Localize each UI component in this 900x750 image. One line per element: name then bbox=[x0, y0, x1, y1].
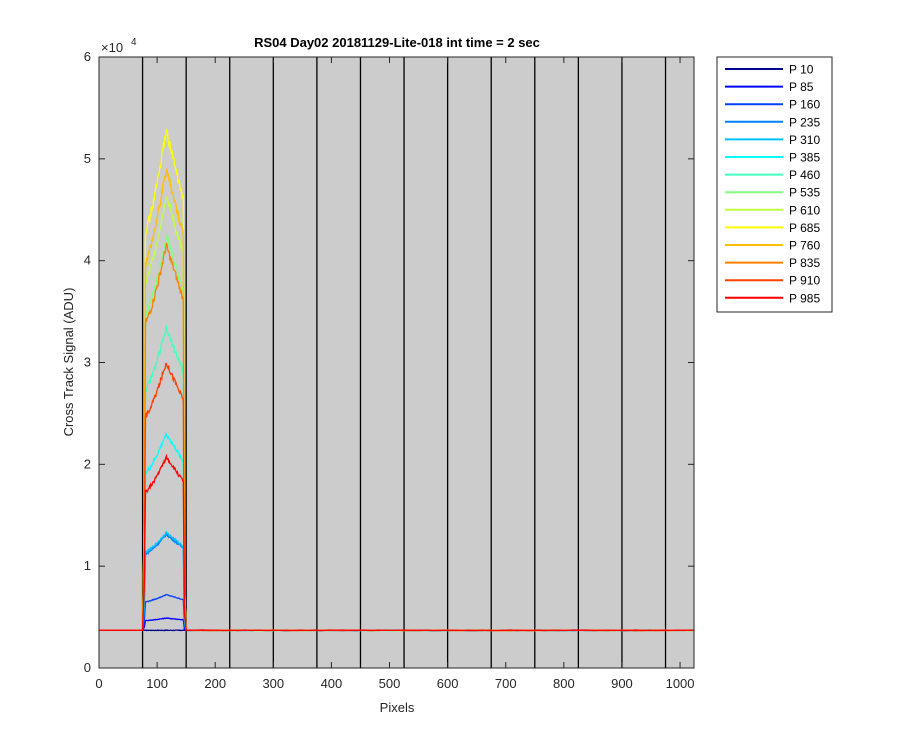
x-tick-label-7: 700 bbox=[495, 676, 517, 691]
legend-label-12: P 910 bbox=[789, 274, 820, 288]
x-tick-label-5: 500 bbox=[379, 676, 401, 691]
x-tick-label-4: 400 bbox=[321, 676, 343, 691]
legend-label-13: P 985 bbox=[789, 291, 820, 305]
y-tick-label-1: 1 bbox=[84, 558, 91, 573]
y-axis-ticks: 0 1 2 3 4 5 6 bbox=[84, 49, 694, 675]
x-tick-label-0: 0 bbox=[95, 676, 102, 691]
chart-title: RS04 Day02 20181129-Lite-018 int time = … bbox=[254, 35, 540, 50]
legend: P 10 P 85 P 160 P 235 P 310 P 385 P 460 P 535 P … bbox=[716, 56, 833, 313]
x-axis-ticks: 0 100 200 300 400 500 600 700 800 900 1000 bbox=[95, 57, 695, 691]
legend-label-0: P 10 bbox=[789, 63, 814, 77]
y-tick-label-4: 4 bbox=[84, 253, 91, 268]
y-exponent-power: 4 bbox=[131, 37, 137, 48]
x-axis-label: Pixels bbox=[380, 700, 415, 715]
legend-label-1: P 85 bbox=[789, 80, 814, 94]
legend-label-4: P 310 bbox=[789, 133, 820, 147]
legend-label-10: P 760 bbox=[789, 239, 820, 253]
legend-label-11: P 835 bbox=[789, 256, 820, 270]
y-exponent-base: ×10 bbox=[101, 40, 123, 55]
series-lines bbox=[99, 128, 695, 632]
x-tick-label-9: 900 bbox=[611, 676, 633, 691]
plot-area bbox=[99, 57, 694, 668]
x-tick-label-2: 200 bbox=[204, 676, 226, 691]
y-tick-label-5: 5 bbox=[84, 151, 91, 166]
legend-label-8: P 610 bbox=[789, 203, 820, 217]
legend-label-2: P 160 bbox=[789, 98, 820, 112]
y-tick-label-2: 2 bbox=[84, 456, 91, 471]
x-tick-label-3: 300 bbox=[262, 676, 284, 691]
x-tick-label-10: 1000 bbox=[666, 676, 695, 691]
legend-box bbox=[716, 56, 833, 313]
legend-label-6: P 460 bbox=[789, 168, 820, 182]
x-tick-label-1: 100 bbox=[146, 676, 168, 691]
y-tick-label-6: 6 bbox=[84, 49, 91, 64]
series-line-p-985 bbox=[99, 453, 695, 632]
legend-label-3: P 235 bbox=[789, 115, 820, 129]
y-axis-label: Cross Track Signal (ADU) bbox=[61, 288, 76, 437]
x-tick-label-6: 600 bbox=[437, 676, 459, 691]
legend-label-5: P 385 bbox=[789, 151, 820, 165]
y-tick-label-3: 3 bbox=[84, 355, 91, 370]
y-tick-label-0: 0 bbox=[84, 660, 91, 675]
x-tick-label-8: 800 bbox=[553, 676, 575, 691]
legend-label-7: P 535 bbox=[789, 186, 820, 200]
column-separators bbox=[141, 57, 667, 668]
legend-label-9: P 685 bbox=[789, 221, 820, 235]
